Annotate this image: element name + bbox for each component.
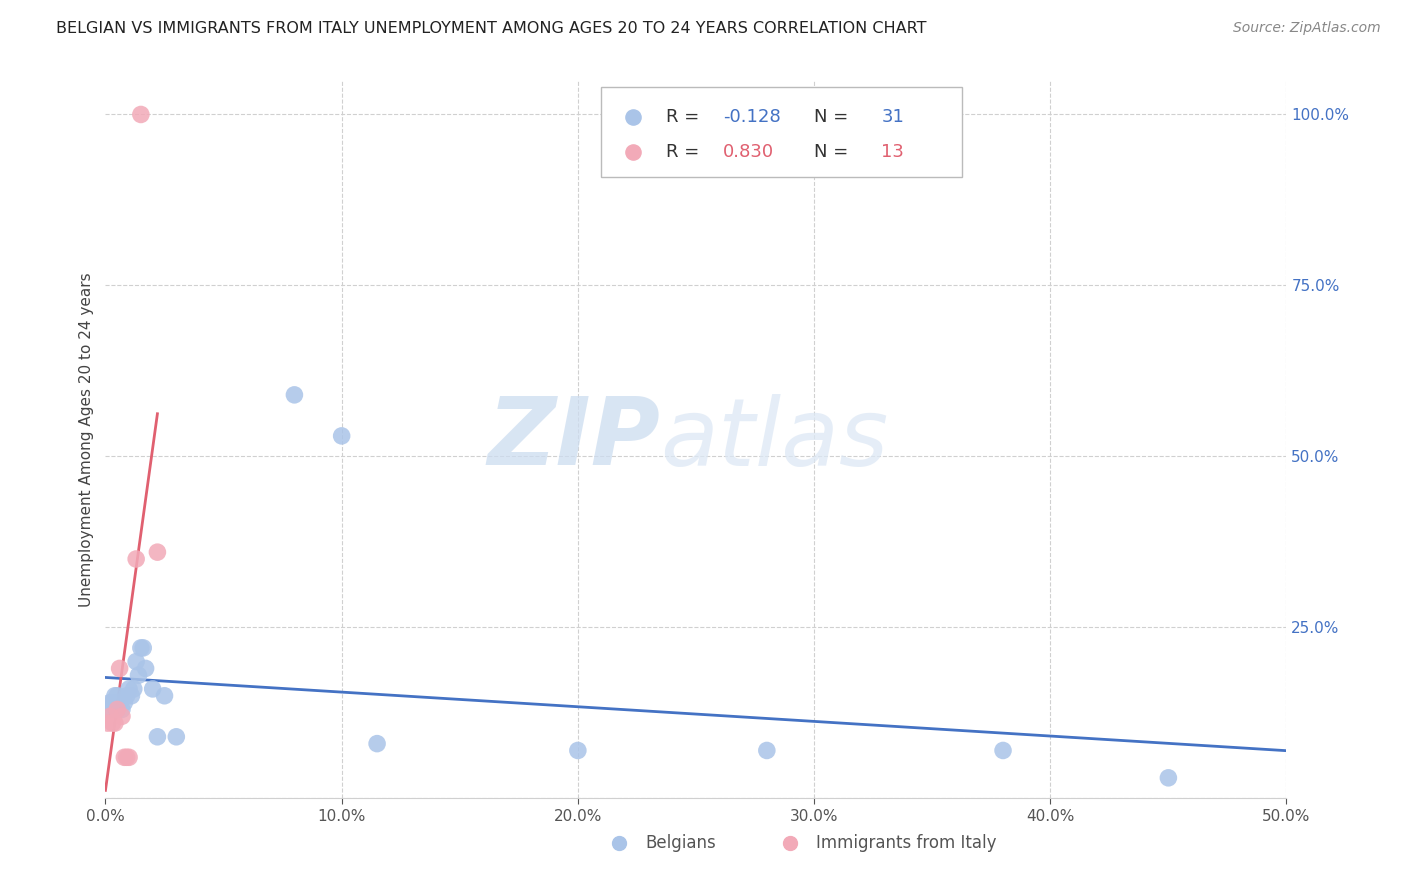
Point — [153, 689, 176, 703]
Text: ZIP: ZIP — [488, 393, 661, 485]
Point — [146, 545, 169, 559]
Point — [146, 730, 169, 744]
Point — [104, 689, 127, 703]
Point — [111, 702, 134, 716]
Point — [97, 716, 120, 731]
Point — [118, 681, 141, 696]
Text: Belgians: Belgians — [645, 834, 716, 852]
Point — [330, 429, 353, 443]
Point — [108, 661, 131, 675]
Y-axis label: Unemployment Among Ages 20 to 24 years: Unemployment Among Ages 20 to 24 years — [79, 272, 94, 607]
Point — [1122, 834, 1144, 848]
Point — [101, 696, 124, 710]
Point — [142, 681, 165, 696]
Point — [1150, 142, 1173, 156]
Text: atlas: atlas — [661, 393, 889, 485]
Text: BELGIAN VS IMMIGRANTS FROM ITALY UNEMPLOYMENT AMONG AGES 20 TO 24 YEARS CORRELAT: BELGIAN VS IMMIGRANTS FROM ITALY UNEMPLO… — [56, 21, 927, 36]
Point — [567, 743, 589, 757]
Point — [104, 716, 127, 731]
Point — [1157, 771, 1180, 785]
Text: R =: R = — [666, 108, 706, 126]
Text: Immigrants from Italy: Immigrants from Italy — [817, 834, 997, 852]
Point — [755, 743, 778, 757]
Text: -0.128: -0.128 — [723, 108, 780, 126]
Point — [122, 681, 145, 696]
Point — [366, 737, 388, 751]
Point — [129, 107, 152, 121]
Point — [125, 552, 148, 566]
Point — [132, 640, 155, 655]
FancyBboxPatch shape — [602, 87, 962, 178]
Point — [112, 696, 135, 710]
Point — [128, 668, 150, 682]
Point — [991, 743, 1014, 757]
Point — [108, 696, 131, 710]
Text: 0.830: 0.830 — [723, 143, 775, 161]
Text: N =: N = — [814, 143, 853, 161]
Point — [118, 750, 141, 764]
Text: 13: 13 — [882, 143, 904, 161]
Point — [165, 730, 187, 744]
Text: N =: N = — [814, 108, 853, 126]
Point — [97, 702, 120, 716]
Point — [105, 702, 128, 716]
Point — [129, 640, 152, 655]
Point — [283, 388, 305, 402]
Point — [101, 716, 124, 731]
Point — [98, 696, 121, 710]
Text: 31: 31 — [882, 108, 904, 126]
Point — [111, 709, 134, 723]
Point — [135, 661, 157, 675]
Point — [98, 702, 121, 716]
Point — [1150, 176, 1173, 190]
Point — [104, 696, 127, 710]
Point — [98, 709, 121, 723]
Point — [125, 655, 148, 669]
Point — [112, 750, 135, 764]
Point — [115, 689, 138, 703]
Point — [115, 750, 138, 764]
Point — [105, 689, 128, 703]
Point — [120, 689, 142, 703]
Text: R =: R = — [666, 143, 706, 161]
Text: Source: ZipAtlas.com: Source: ZipAtlas.com — [1233, 21, 1381, 35]
Point — [105, 702, 128, 716]
